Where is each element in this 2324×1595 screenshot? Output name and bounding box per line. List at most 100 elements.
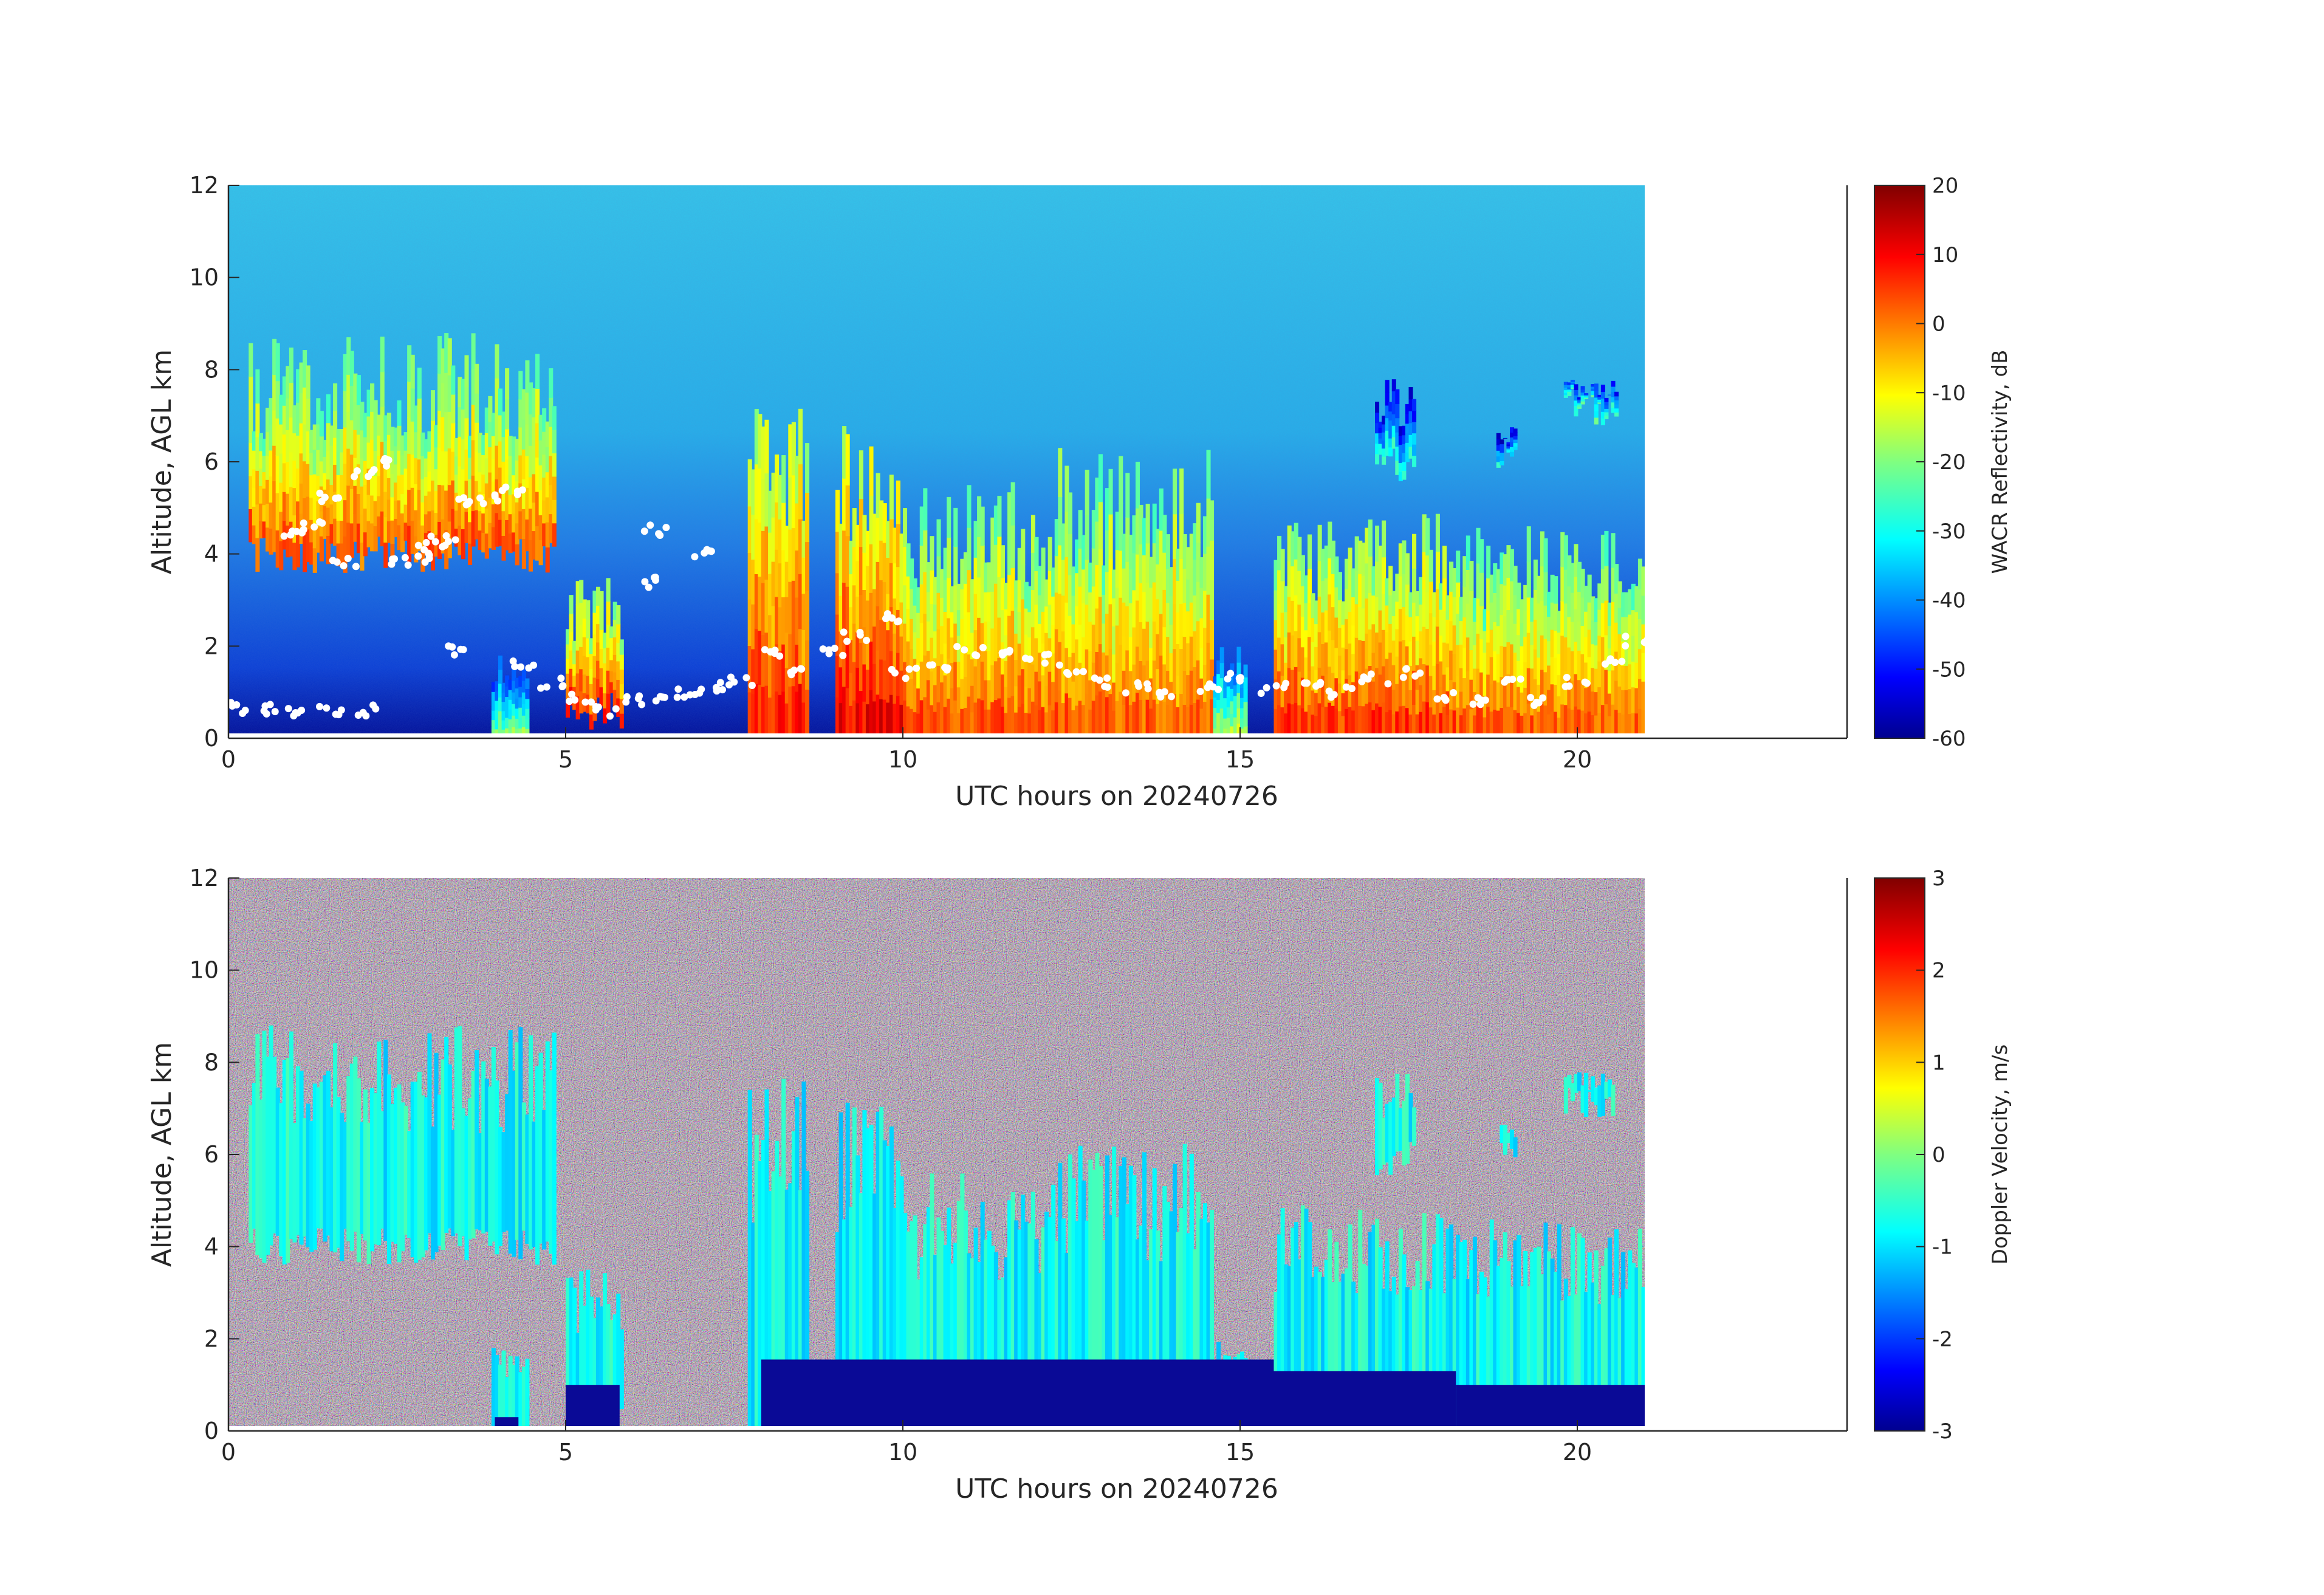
- cloud-base-marker: [926, 661, 934, 669]
- colorbar-label: WACR Reflectivity, dB: [1988, 350, 2012, 574]
- cloud-base-marker: [1622, 642, 1630, 650]
- cloud-base-marker: [334, 494, 342, 502]
- cloud-base-marker: [401, 554, 409, 561]
- cloud-base-marker: [761, 646, 769, 654]
- cloud-base-marker: [680, 693, 688, 701]
- cloud-base-marker: [460, 494, 468, 502]
- colorbar-label: Doppler Velocity, m/s: [1988, 1044, 2012, 1265]
- y-tick-label: 6: [204, 448, 219, 475]
- y-tick-label: 4: [204, 541, 219, 568]
- cloud-base-marker: [451, 536, 459, 544]
- cloud-base-marker: [1469, 700, 1477, 708]
- cloud-base-marker: [1563, 673, 1571, 681]
- cloud-base-marker: [571, 696, 579, 704]
- cloud-base-marker: [1206, 680, 1214, 688]
- cloud-base-marker: [298, 706, 306, 714]
- cloud-base-marker: [1384, 680, 1392, 688]
- y-tick-label: 0: [204, 1418, 219, 1444]
- cloud-base-marker: [441, 541, 449, 549]
- cloud-base-marker: [1450, 688, 1458, 696]
- cloud-base-marker: [888, 614, 896, 622]
- cloud-base-marker: [1367, 670, 1375, 678]
- cloud-base-marker: [1041, 659, 1049, 667]
- cloud-base-marker: [787, 671, 795, 679]
- cloud-base-marker: [262, 710, 270, 718]
- cloud-base-marker: [1527, 694, 1535, 702]
- cloud-base-marker: [902, 674, 910, 682]
- cloud-base-marker: [698, 685, 705, 693]
- cloud-base-marker: [645, 583, 653, 591]
- cloud-base-marker: [383, 462, 391, 470]
- cloud-base-marker: [315, 702, 323, 710]
- doppler-velocity-colorbar: 3 2 1 0 -1 -2 -3: [1874, 866, 1953, 1444]
- cloud-base-marker: [1517, 675, 1524, 683]
- cloud-base-marker: [655, 530, 663, 538]
- cloud-base-marker: [525, 664, 533, 672]
- cloud-base-marker: [941, 664, 949, 671]
- cloud-base-marker: [422, 539, 430, 547]
- cloud-base-marker: [588, 698, 595, 706]
- colorbar-tick-label: 1: [1932, 1051, 1945, 1075]
- cloud-base-marker: [1144, 685, 1152, 693]
- cloud-base-marker: [1006, 647, 1013, 654]
- cloud-base-marker: [1411, 672, 1419, 680]
- cloud-base-marker: [1539, 694, 1547, 702]
- cloud-base-marker: [445, 642, 453, 650]
- cloud-base-marker: [612, 705, 620, 713]
- x-tick-label: 5: [558, 746, 573, 773]
- cloud-base-marker: [337, 706, 345, 714]
- colorbar-tick-label: 2: [1932, 959, 1945, 983]
- cloud-base-marker: [1236, 674, 1244, 682]
- doppler-velocity-heatmap: [228, 878, 1645, 1426]
- cloud-base-marker: [1644, 640, 1651, 648]
- reflectivity-axes: 0 5 10 15 20 0 2 4 6 8 10 12: [190, 172, 1848, 773]
- cloud-base-marker: [825, 646, 833, 654]
- x-tick-label: 20: [1563, 746, 1592, 773]
- cloud-base-marker: [913, 664, 920, 672]
- cloud-base-marker: [370, 466, 378, 474]
- cloud-base-marker: [686, 691, 694, 699]
- cloud-base-marker: [457, 645, 465, 653]
- cloud-base-marker: [1399, 673, 1407, 681]
- cloud-base-marker: [1325, 687, 1333, 695]
- cloud-base-marker: [953, 643, 961, 651]
- cloud-base-marker: [1257, 690, 1265, 698]
- cloud-base-marker: [856, 628, 864, 636]
- cloud-base-marker: [494, 497, 502, 505]
- x-tick-label: 0: [221, 1439, 236, 1466]
- cloud-base-marker: [292, 709, 300, 717]
- cloud-base-marker: [839, 651, 847, 659]
- colorbar-tick-label: -30: [1932, 520, 1966, 544]
- y-tick-label: 2: [204, 1325, 219, 1352]
- cloud-base-marker: [479, 499, 487, 507]
- cloud-base-marker: [651, 576, 659, 584]
- cloud-base-marker: [300, 526, 307, 533]
- cloud-base-marker: [414, 552, 422, 560]
- cloud-base-marker: [329, 557, 337, 564]
- cloud-base-marker: [280, 532, 288, 540]
- cloud-base-marker: [1134, 679, 1142, 687]
- cloud-base-marker: [1196, 688, 1204, 696]
- cloud-base-marker: [316, 518, 324, 526]
- cloud-base-marker: [712, 684, 720, 691]
- cloud-base-marker: [1303, 679, 1311, 687]
- cloud-base-marker: [431, 538, 439, 546]
- colorbar-tick-label: 10: [1932, 243, 1958, 267]
- y-axis-label: Altitude, AGL km: [146, 1042, 177, 1267]
- cloud-base-marker: [1263, 684, 1270, 691]
- cloud-base-marker: [233, 701, 241, 709]
- cloud-base-markers: [227, 454, 1651, 720]
- cloud-base-marker: [404, 561, 412, 569]
- colorbar-tick-label: -60: [1932, 727, 1966, 751]
- cloud-base-marker: [1079, 668, 1087, 676]
- cloud-base-marker: [831, 644, 838, 652]
- cloud-base-marker: [742, 674, 750, 682]
- colorbar-tick-label: 3: [1932, 866, 1945, 891]
- x-tick-label: 0: [221, 746, 236, 773]
- cloud-base-marker: [316, 489, 324, 497]
- x-tick-label: 5: [558, 1439, 573, 1466]
- cloud-base-marker: [365, 473, 372, 481]
- cloud-base-marker: [606, 712, 614, 720]
